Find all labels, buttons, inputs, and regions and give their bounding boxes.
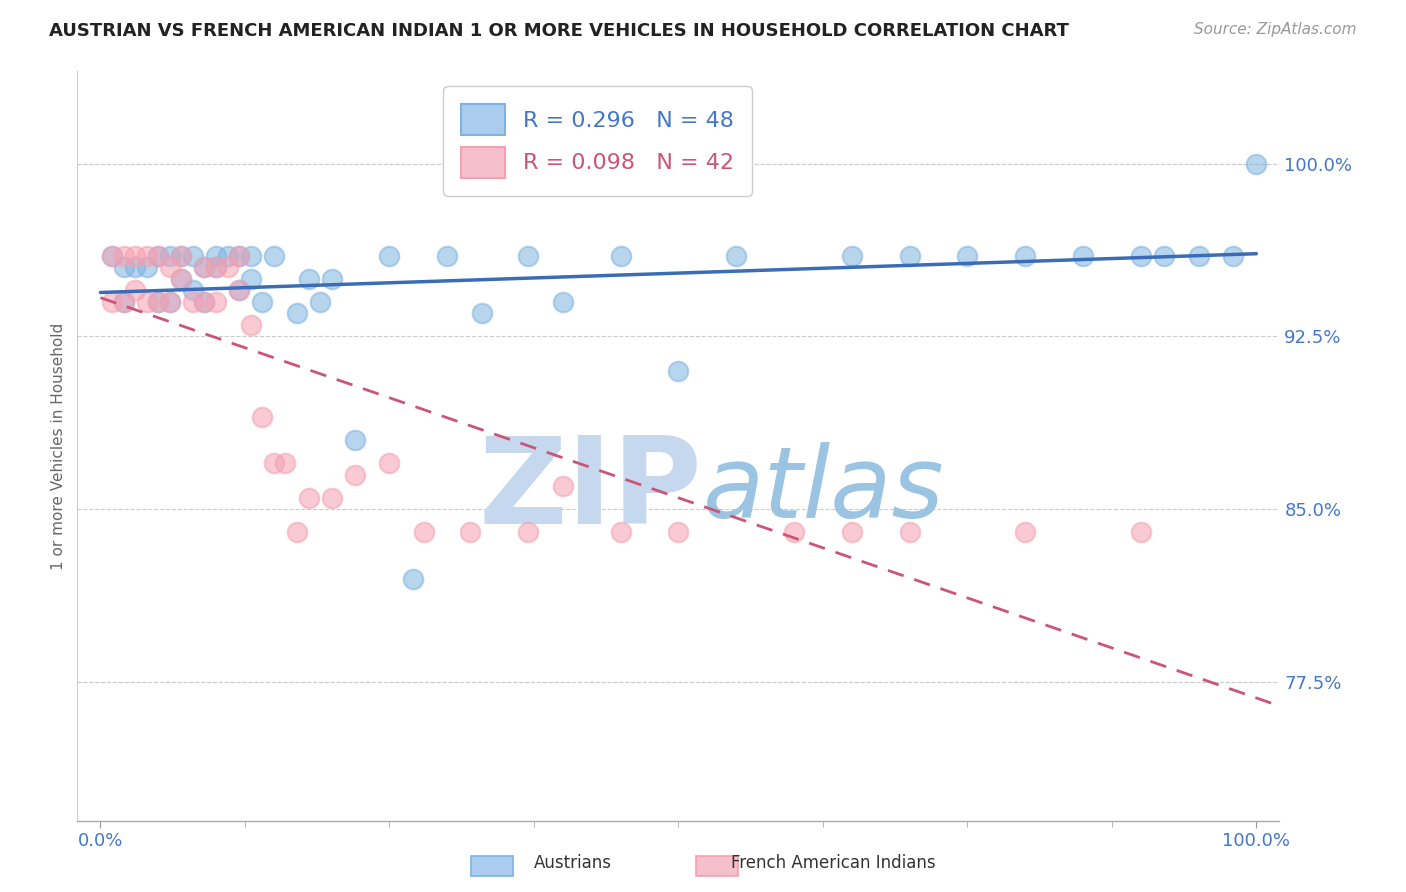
Point [285,306,308,320]
Point [181,284,204,298]
Point [228,249,250,263]
Point [112,249,135,263]
Point [343,434,366,448]
Point [956,249,979,263]
Point [413,525,436,540]
Point [285,525,308,540]
Point [159,294,181,309]
Point [159,249,181,263]
Point [666,364,689,378]
Point [898,525,921,540]
Text: Austrians: Austrians [534,855,612,872]
Point [101,249,124,263]
Point [135,249,157,263]
Point [517,249,540,263]
Point [1014,525,1036,540]
Point [551,294,574,309]
Point [228,284,250,298]
Text: Source: ZipAtlas.com: Source: ZipAtlas.com [1194,22,1357,37]
Point [841,249,863,263]
Point [898,249,921,263]
Point [252,294,274,309]
Point [1129,249,1152,263]
Point [170,249,193,263]
Point [101,294,124,309]
Point [124,284,146,298]
Point [460,525,482,540]
Point [239,249,262,263]
Point [1187,249,1209,263]
Point [112,260,135,275]
Point [205,249,228,263]
Point [321,491,343,505]
Point [609,249,631,263]
Point [309,294,332,309]
Point [401,572,423,586]
Text: AUSTRIAN VS FRENCH AMERICAN INDIAN 1 OR MORE VEHICLES IN HOUSEHOLD CORRELATION C: AUSTRIAN VS FRENCH AMERICAN INDIAN 1 OR … [49,22,1069,40]
Legend: R = 0.296   N = 48, R = 0.098   N = 42: R = 0.296 N = 48, R = 0.098 N = 42 [443,87,752,195]
Point [148,294,170,309]
Point [193,294,215,309]
Point [609,525,631,540]
Point [112,294,135,309]
Point [252,410,274,425]
Point [181,249,204,263]
Point [170,272,193,286]
Point [112,294,135,309]
Point [274,456,297,470]
Point [205,260,228,275]
Text: French American Indians: French American Indians [731,855,936,872]
Point [239,272,262,286]
Point [135,260,157,275]
Point [297,491,319,505]
Text: atlas: atlas [703,442,943,540]
Point [517,525,540,540]
Point [159,294,181,309]
Text: ZIP: ZIP [478,433,703,549]
Point [193,260,215,275]
Point [170,249,193,263]
Point [343,467,366,482]
Point [1246,156,1268,170]
Point [159,260,181,275]
Point [124,249,146,263]
Point [193,294,215,309]
Point [170,272,193,286]
Point [1014,249,1036,263]
Point [193,260,215,275]
Point [1222,249,1244,263]
Point [841,525,863,540]
Y-axis label: 1 or more Vehicles in Household: 1 or more Vehicles in Household [51,322,66,570]
Point [217,249,239,263]
Point [1071,249,1094,263]
Point [783,525,806,540]
Point [378,456,401,470]
Point [666,525,689,540]
Point [124,260,146,275]
Point [297,272,319,286]
Point [148,294,170,309]
Point [321,272,343,286]
Point [205,260,228,275]
Point [181,294,204,309]
Point [471,306,494,320]
Point [148,249,170,263]
Point [1129,525,1152,540]
Point [263,456,285,470]
Point [228,284,250,298]
Point [135,294,157,309]
Point [148,249,170,263]
Point [101,249,124,263]
Point [205,294,228,309]
Point [263,249,285,263]
Point [217,260,239,275]
Point [378,249,401,263]
Point [1153,249,1175,263]
Point [228,249,250,263]
Point [436,249,458,263]
Point [725,249,748,263]
Point [239,318,262,332]
Point [551,479,574,493]
